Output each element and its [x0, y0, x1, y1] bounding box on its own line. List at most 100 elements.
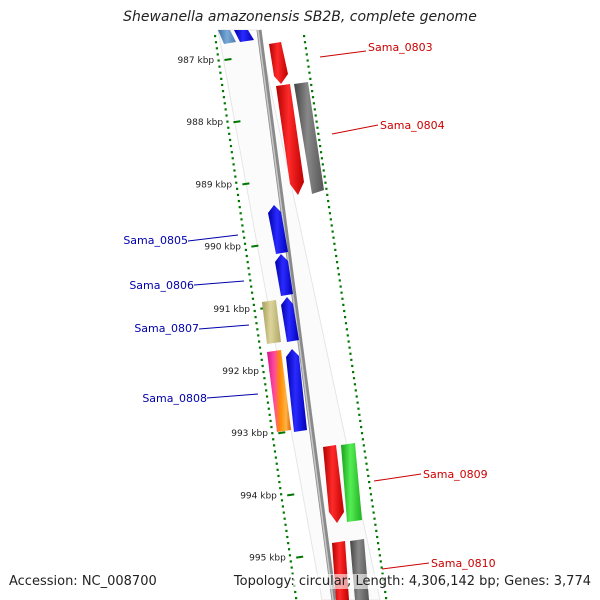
ruler-dot — [329, 218, 332, 221]
ruler-dot — [229, 144, 233, 148]
ruler-dot — [341, 297, 344, 300]
cds-sama-0805[interactable] — [268, 205, 288, 254]
ruler-dot — [320, 157, 324, 160]
ruler-dot — [291, 572, 294, 575]
ruler-dot — [318, 138, 321, 142]
ruler-dot — [362, 444, 365, 447]
cds-sama-0809-green[interactable] — [341, 443, 362, 522]
ruler-dot — [368, 487, 372, 490]
cds-sama-0803[interactable] — [269, 42, 288, 84]
gene-label-leader — [193, 280, 245, 286]
ruler-dot — [339, 285, 342, 288]
ruler-dot — [250, 291, 254, 294]
ruler-dot — [311, 89, 314, 93]
ruler-dot — [262, 370, 265, 374]
cds-sama-0807-blue[interactable] — [281, 297, 299, 342]
gene-label-leader — [381, 562, 430, 570]
cds-sama-0804[interactable] — [276, 84, 304, 195]
ruler-dot — [228, 138, 232, 142]
ruler-dot — [287, 548, 291, 551]
cds-sama-0808-blue[interactable] — [286, 349, 307, 432]
ruler-dot — [214, 41, 218, 44]
ruler-dot — [270, 425, 273, 429]
ruler-dot — [349, 352, 352, 355]
ruler-dot — [324, 181, 327, 184]
ruler-dot — [224, 108, 227, 111]
kbp-tick-mark — [233, 120, 241, 124]
ruler-dot — [250, 285, 253, 288]
ruler-dot — [373, 517, 376, 520]
ruler-dot — [282, 511, 285, 514]
ruler-dot — [331, 230, 334, 233]
map-title: Shewanella amazonensis SB2B, complete ge… — [123, 9, 477, 25]
ruler-dot — [369, 493, 373, 496]
gene-label[interactable]: Sama_0804 — [380, 119, 445, 132]
ruler-dot — [374, 523, 377, 526]
ruler-dot — [236, 187, 239, 190]
gene-label[interactable]: Sama_0806 — [129, 279, 194, 292]
ruler-dot — [346, 334, 349, 337]
ruler-dot — [344, 316, 347, 319]
ruler-dot — [251, 297, 255, 300]
ruler-dot — [335, 254, 338, 258]
ruler-dot — [354, 389, 357, 392]
cds-partial-blue — [234, 30, 254, 42]
ruler-dot — [233, 169, 236, 172]
ruler-dot — [273, 450, 277, 453]
ruler-dot — [277, 474, 280, 478]
ruler-dot — [332, 236, 335, 239]
ruler-dot — [279, 487, 282, 490]
ruler-dot — [360, 432, 364, 435]
ruler-dot — [249, 279, 252, 282]
kbp-tick-mark — [278, 431, 286, 435]
cds-sama-0809[interactable] — [323, 445, 344, 523]
gene-labels: Sama_0803 Sama_0804 Sama_0805 Sama_0806 Sama… — [123, 41, 495, 570]
ruler-dot — [314, 114, 317, 117]
ruler-dot — [247, 267, 250, 270]
ruler-dot — [370, 499, 373, 502]
ruler-dot — [321, 163, 324, 166]
ruler-dot — [242, 230, 245, 233]
cds-sama-0807[interactable] — [262, 300, 281, 344]
gene-label[interactable]: Sama_0807 — [134, 322, 199, 335]
ruler-dot — [379, 560, 382, 563]
gene-label[interactable]: Sama_0803 — [368, 41, 433, 54]
gene-label-leader — [319, 50, 367, 58]
gene-label-leader — [187, 234, 239, 242]
ruler-dot — [351, 364, 354, 368]
ruler-dot — [267, 407, 270, 410]
ruler-dot — [239, 212, 242, 215]
gene-label[interactable]: Sama_0809 — [423, 468, 488, 481]
ruler-dot — [376, 542, 380, 545]
cds-sama-0808[interactable] — [267, 350, 291, 432]
ruler-dot — [353, 383, 357, 386]
gene-label[interactable]: Sama_0810 — [431, 557, 496, 570]
ruler-dot — [303, 35, 306, 38]
ruler-dot — [340, 291, 343, 294]
ruler-dot — [337, 273, 340, 276]
ruler-dot — [323, 175, 326, 178]
ruler-dot — [312, 102, 316, 105]
genome-backbone-highlight — [257, 29, 334, 600]
gene-label[interactable]: Sama_0808 — [142, 392, 207, 405]
ruler-dot — [238, 206, 241, 209]
ruler-dot — [381, 572, 384, 575]
cds-sama-0804-gray[interactable] — [294, 82, 324, 194]
ruler-dot — [219, 71, 222, 74]
ruler-dot — [218, 65, 221, 68]
ruler-dot — [280, 499, 284, 502]
ruler-dot — [313, 108, 316, 111]
gene-label[interactable]: Sama_0805 — [123, 234, 188, 247]
cds-sama-0806[interactable] — [275, 254, 293, 296]
ruler-dot — [378, 554, 381, 557]
ruler-dot — [257, 334, 260, 337]
kbp-tick-label: 987 kbp — [177, 56, 214, 66]
ruler-dot — [295, 597, 298, 600]
ruler-dot — [334, 248, 337, 252]
kbp-tick-mark — [224, 58, 232, 61]
ruler-dot — [358, 413, 361, 416]
ruler-dot — [347, 340, 350, 343]
kbp-tick-mark — [242, 182, 250, 186]
ruler-dot — [289, 560, 292, 563]
ruler-dot — [245, 254, 248, 258]
